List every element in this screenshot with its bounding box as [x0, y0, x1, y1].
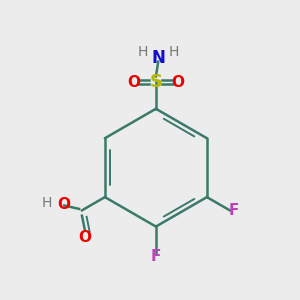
Text: H: H: [41, 196, 52, 209]
Text: O: O: [78, 230, 92, 245]
Text: H: H: [138, 45, 148, 59]
Text: F: F: [151, 249, 161, 264]
Text: H: H: [168, 45, 179, 59]
Text: F: F: [228, 203, 239, 218]
Text: O: O: [172, 75, 184, 90]
Text: O: O: [57, 196, 70, 211]
Text: S: S: [149, 73, 162, 91]
Text: O: O: [127, 75, 140, 90]
Text: N: N: [151, 49, 165, 67]
